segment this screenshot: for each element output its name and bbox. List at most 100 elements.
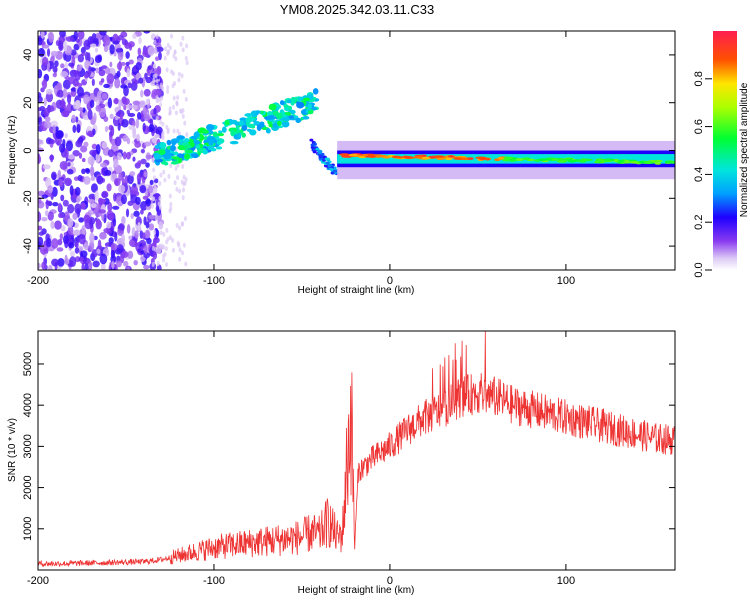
rising-branch-blob	[312, 88, 319, 95]
noise-blob	[116, 62, 123, 71]
noise-blob	[50, 120, 59, 128]
noise-fade-blob	[161, 86, 165, 92]
noise-blob	[115, 48, 124, 53]
echo-branch-blob	[317, 151, 322, 155]
snr-frame	[37, 330, 676, 571]
noise-blob	[138, 77, 144, 84]
noise-blob	[133, 80, 140, 85]
noise-blob	[116, 152, 123, 161]
noise-blob	[38, 107, 43, 112]
noise-blob	[98, 209, 106, 214]
rising-branch-blob	[184, 153, 191, 160]
noise-blob	[148, 223, 155, 231]
noise-blob	[38, 225, 43, 231]
snr-ticks: -200 -100 0 100 1000 2000 3000 4000 5000	[22, 331, 675, 587]
noise-blob	[84, 60, 90, 70]
noise-blob	[60, 225, 66, 232]
noise-blob	[95, 152, 101, 163]
noise-blob	[89, 149, 97, 156]
noise-blob	[103, 45, 109, 53]
main-echo-blob	[668, 161, 675, 164]
noise-blob	[117, 34, 124, 41]
noise-blob	[99, 253, 108, 265]
noise-blob	[121, 177, 125, 186]
noise-blob	[52, 124, 56, 134]
noise-blob	[77, 174, 83, 182]
noise-blob	[74, 82, 83, 88]
noise-blob	[41, 194, 49, 199]
noise-blob	[128, 59, 134, 65]
rising-branch-blob	[154, 158, 164, 163]
noise-fade-blob	[182, 242, 186, 248]
noise-blob	[77, 31, 85, 40]
noise-blob	[145, 229, 150, 239]
noise-blob	[137, 221, 141, 232]
noise-blob	[142, 122, 146, 132]
noise-blob	[50, 171, 57, 181]
noise-blob	[66, 168, 74, 175]
noise-fade-blob	[181, 47, 185, 53]
main-echo-blob	[537, 158, 549, 161]
noise-blob	[106, 221, 112, 229]
noise-fade-blob	[162, 253, 166, 259]
noise-blob	[120, 84, 128, 89]
noise-blob	[64, 254, 68, 265]
main-echo-blob	[654, 162, 662, 165]
noise-blob	[146, 237, 152, 245]
noise-blob	[101, 141, 108, 149]
noise-blob	[112, 205, 120, 210]
noise-blob	[57, 238, 63, 246]
rising-branch-blob	[266, 115, 276, 120]
noise-fade-blob	[170, 33, 174, 39]
noise-blob	[112, 40, 120, 45]
snr-x-tick-label: 0	[387, 575, 393, 587]
noise-fade-blob	[162, 231, 166, 237]
main-echo-blob	[617, 159, 625, 163]
noise-fade-blob	[154, 47, 158, 53]
noise-fade-blob	[151, 262, 155, 268]
noise-blob	[63, 40, 68, 52]
noise-blob	[38, 196, 42, 205]
echo-branch-blob	[310, 145, 315, 149]
noise-blob	[107, 149, 115, 158]
rising-branch-blob	[265, 128, 271, 134]
rising-branch-blob	[216, 132, 225, 137]
rising-branch-blob	[171, 140, 177, 146]
noise-fade-blob	[155, 34, 159, 40]
noise-fade-blob	[164, 246, 168, 252]
noise-blob	[69, 250, 76, 257]
noise-fade-blob	[185, 43, 189, 49]
colorbar-label: Normalized spectral amplitude	[739, 82, 750, 217]
noise-blob	[123, 260, 129, 267]
noise-blob	[155, 46, 164, 53]
spectrogram-y-tick-label: 0	[22, 147, 34, 153]
noise-blob	[134, 141, 142, 148]
spectrogram-y-tick-label: -40	[22, 238, 34, 254]
noise-blob	[60, 98, 66, 110]
noise-blob	[62, 199, 69, 207]
noise-fade-blob	[169, 163, 173, 169]
rising-branch-blob	[202, 149, 208, 155]
snr-plot-area	[38, 331, 675, 570]
noise-blob	[41, 44, 50, 49]
noise-blob	[98, 197, 103, 205]
rising-branch-blob	[307, 103, 313, 110]
spectrogram-marks	[38, 31, 675, 270]
rising-branch-blob	[212, 131, 218, 138]
rising-branch-blob	[277, 120, 282, 126]
rising-branch-blob	[239, 120, 244, 126]
noise-blob	[52, 66, 58, 73]
noise-blob	[135, 196, 141, 205]
main-echo-blob	[349, 153, 357, 157]
noise-fade-blob	[169, 201, 173, 207]
noise-blob	[121, 233, 126, 244]
noise-blob	[81, 225, 86, 236]
noise-fade-blob	[174, 56, 178, 62]
noise-blob	[100, 262, 106, 270]
colorbar-tick-label: 0.6	[693, 119, 705, 134]
noise-blob	[81, 157, 86, 163]
noise-blob	[143, 31, 151, 34]
spectrogram-y-tick-label: 20	[22, 97, 34, 109]
noise-blob	[135, 61, 142, 71]
noise-blob	[44, 116, 51, 123]
